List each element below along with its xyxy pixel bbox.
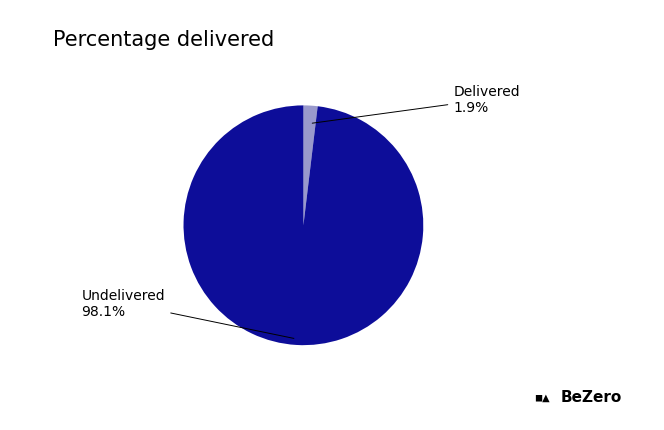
Text: BeZero: BeZero xyxy=(561,389,622,404)
Text: Undelivered
98.1%: Undelivered 98.1% xyxy=(82,289,294,338)
Text: ◼▲: ◼▲ xyxy=(535,392,550,402)
Wedge shape xyxy=(183,106,423,345)
Wedge shape xyxy=(303,106,317,226)
Text: Percentage delivered: Percentage delivered xyxy=(53,30,274,50)
Text: Delivered
1.9%: Delivered 1.9% xyxy=(312,85,520,124)
